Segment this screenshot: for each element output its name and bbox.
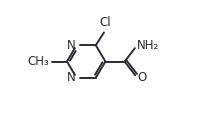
Text: N: N: [67, 39, 76, 52]
Text: NH₂: NH₂: [137, 39, 159, 52]
Text: O: O: [137, 71, 146, 84]
Text: Cl: Cl: [99, 16, 111, 29]
Text: N: N: [67, 71, 76, 84]
Text: CH₃: CH₃: [27, 55, 49, 68]
